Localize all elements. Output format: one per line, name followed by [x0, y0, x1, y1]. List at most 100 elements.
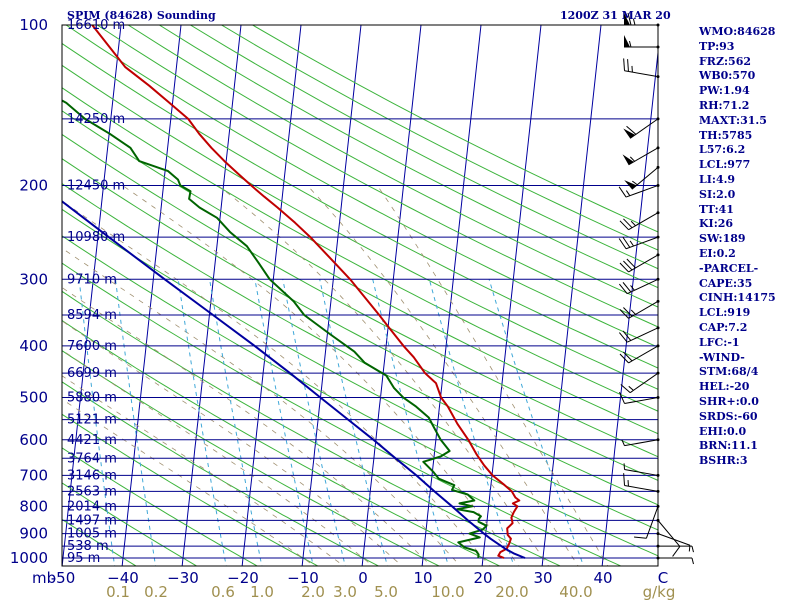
index-item: KI:26: [699, 217, 734, 231]
index-item: LI:4.9: [699, 172, 736, 186]
temperature-tick-label: −20: [227, 569, 259, 587]
index-item: -WIND-: [699, 350, 745, 364]
station-title: SPIM (84628) Sounding: [67, 9, 216, 22]
mixing-ratio-label: 0.6: [211, 583, 235, 600]
index-item: STM:68/4: [699, 365, 759, 379]
index-item: FRZ:562: [699, 54, 752, 68]
mixing-ratio-line: [209, 279, 263, 566]
dry-adiabat: [62, 381, 380, 566]
index-item: CAPE:35: [699, 276, 753, 290]
wind-barb: [619, 326, 660, 343]
height-label: 2563 m: [67, 484, 117, 499]
dry-adiabat: [62, 319, 501, 566]
mixing-ratio-label: 0.1: [106, 583, 130, 600]
pressure-tick-label: 500: [19, 389, 48, 407]
dry-adiabat: [62, 64, 658, 390]
isotherm: [121, 25, 182, 566]
height-label: 2014 m: [67, 499, 117, 514]
index-item: HEL:-20: [699, 380, 750, 394]
dry-adiabat: [62, 87, 658, 412]
mixing-ratio-line: [319, 279, 388, 566]
dry-adiabat: [62, 158, 658, 481]
temperature-tick-label: 40: [593, 569, 612, 587]
height-label: 95 m: [67, 551, 100, 566]
dry-adiabat: [62, 208, 658, 531]
isotherm: [301, 25, 362, 566]
pressure-tick-label: 900: [19, 525, 48, 543]
moist-adiabat: [217, 185, 549, 566]
pressure-tick-label: 800: [19, 497, 48, 515]
height-label: 4421 m: [67, 433, 117, 448]
pressure-tick-label: 400: [19, 337, 48, 355]
index-item: BSHR:3: [699, 454, 748, 468]
index-item: SI:2.0: [699, 187, 736, 201]
plot-frame: [61, 24, 659, 567]
index-item: -PARCEL-: [699, 261, 759, 275]
temperature-tick-label: 0: [358, 569, 368, 587]
dry-adiabat: [62, 110, 658, 435]
dry-adiabat: [62, 133, 658, 458]
sounding-time: 1200Z 31 MAR 20: [560, 9, 671, 22]
wind-barb: [656, 544, 694, 553]
index-item: SHR+:0.0: [699, 394, 759, 408]
wind-barb: [623, 463, 660, 477]
height-label: 538 m: [67, 539, 109, 554]
temperature-tick-label: -50: [51, 569, 76, 587]
mixing-ratio-line: [372, 279, 449, 566]
dry-adiabat: [221, 25, 658, 251]
index-item: TT:41: [699, 202, 734, 216]
wind-barb: [619, 391, 660, 404]
wind-barb: [624, 165, 660, 190]
moist-adiabat: [62, 287, 432, 566]
temperature-tick-label: −30: [167, 569, 199, 587]
mixing-ratio-label: 1.0: [250, 583, 274, 600]
index-item: WMO:84628: [699, 25, 776, 38]
height-label: 1497 m: [67, 513, 117, 528]
mixing-ratio-line: [428, 279, 515, 566]
height-label: 5121 m: [67, 413, 117, 428]
dry-adiabat: [127, 25, 658, 308]
index-item: SRDS:-60: [699, 409, 758, 423]
wind-barb: [656, 518, 681, 557]
height-label: 9710 m: [67, 272, 117, 287]
wind-barb: [623, 117, 660, 139]
index-item: WB0:570: [699, 69, 756, 83]
dry-adiabat: [62, 482, 198, 566]
wind-barb: [620, 371, 660, 394]
y-axis-unit-label: mb: [32, 569, 56, 587]
index-item: EHI:0.0: [699, 424, 747, 438]
index-item: CAP:7.2: [699, 320, 748, 334]
isotherm: [2, 25, 61, 569]
height-label: 5880 m: [67, 391, 117, 406]
pressure-tick-label: 700: [19, 466, 48, 484]
mixing-ratio-label: 5.0: [374, 583, 398, 600]
height-label: 6699 m: [67, 366, 117, 381]
index-item: SW:189: [699, 232, 746, 246]
pressure-tick-label: 300: [19, 270, 48, 288]
height-label: 10980 m: [67, 230, 125, 245]
mixing-ratio-label: 2.0: [301, 583, 325, 600]
moist-adiabat: [122, 185, 520, 566]
wind-barb: [619, 211, 660, 231]
pressure-tick-label: 200: [19, 176, 48, 194]
dewpoint-profile-line: [62, 99, 488, 559]
height-label: 3764 m: [67, 451, 117, 466]
mixing-ratio-line: [282, 279, 346, 566]
wind-barb: [619, 253, 660, 273]
stability-indices-list: WMO:84628 TP:93 FRZ:562 WB0:570 PW:1.94 RH:71…: [699, 25, 799, 469]
temperature-profile-line: [91, 25, 521, 559]
temperature-tick-label: 30: [533, 569, 552, 587]
moist-adiabat: [62, 398, 315, 566]
height-label: 7600 m: [67, 339, 117, 354]
dry-adiabat: [62, 447, 259, 566]
temperature-tick-label: −10: [287, 569, 319, 587]
isotherm: [361, 25, 422, 566]
index-item: LCL:977: [699, 158, 751, 172]
pressure-tick-label: 100: [19, 16, 48, 34]
index-item: LFC:-1: [699, 335, 740, 349]
mixing-ratio-label: 0.2: [144, 583, 168, 600]
dry-adiabat: [96, 25, 658, 328]
dry-adiabat: [62, 518, 137, 566]
wind-barb: [621, 438, 660, 447]
